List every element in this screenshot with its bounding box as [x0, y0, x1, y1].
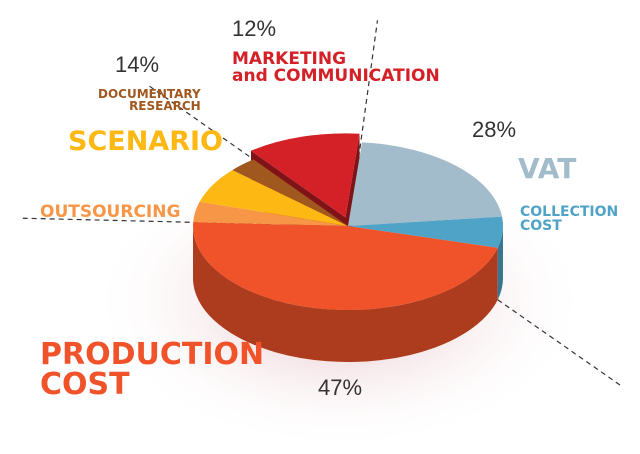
- slice: [348, 216, 503, 248]
- group-divider: [497, 299, 621, 386]
- category-label: VAT: [518, 152, 577, 185]
- percent-label: 14%: [115, 52, 160, 77]
- percent-label: 28%: [472, 117, 517, 142]
- slice-side: [193, 226, 498, 362]
- category-label: COLLECTION COST: [520, 204, 619, 234]
- slice-side: [497, 226, 503, 300]
- category-label: SCENARIO: [68, 126, 223, 157]
- category-label: PRODUCTION COST: [40, 337, 265, 402]
- slice: [250, 133, 360, 218]
- slice: [193, 222, 498, 310]
- percent-label: 47%: [318, 375, 363, 400]
- percent-label: 12%: [232, 16, 277, 41]
- slice: [348, 142, 503, 226]
- slice: [199, 170, 348, 226]
- category-label: DOCUMENTARY RESEARCH: [98, 87, 201, 113]
- slice: [193, 201, 348, 226]
- category-label: OUTSOURCING: [40, 202, 181, 222]
- slice: [232, 159, 348, 226]
- category-label: MARKETING and COMMUNICATION: [232, 49, 440, 86]
